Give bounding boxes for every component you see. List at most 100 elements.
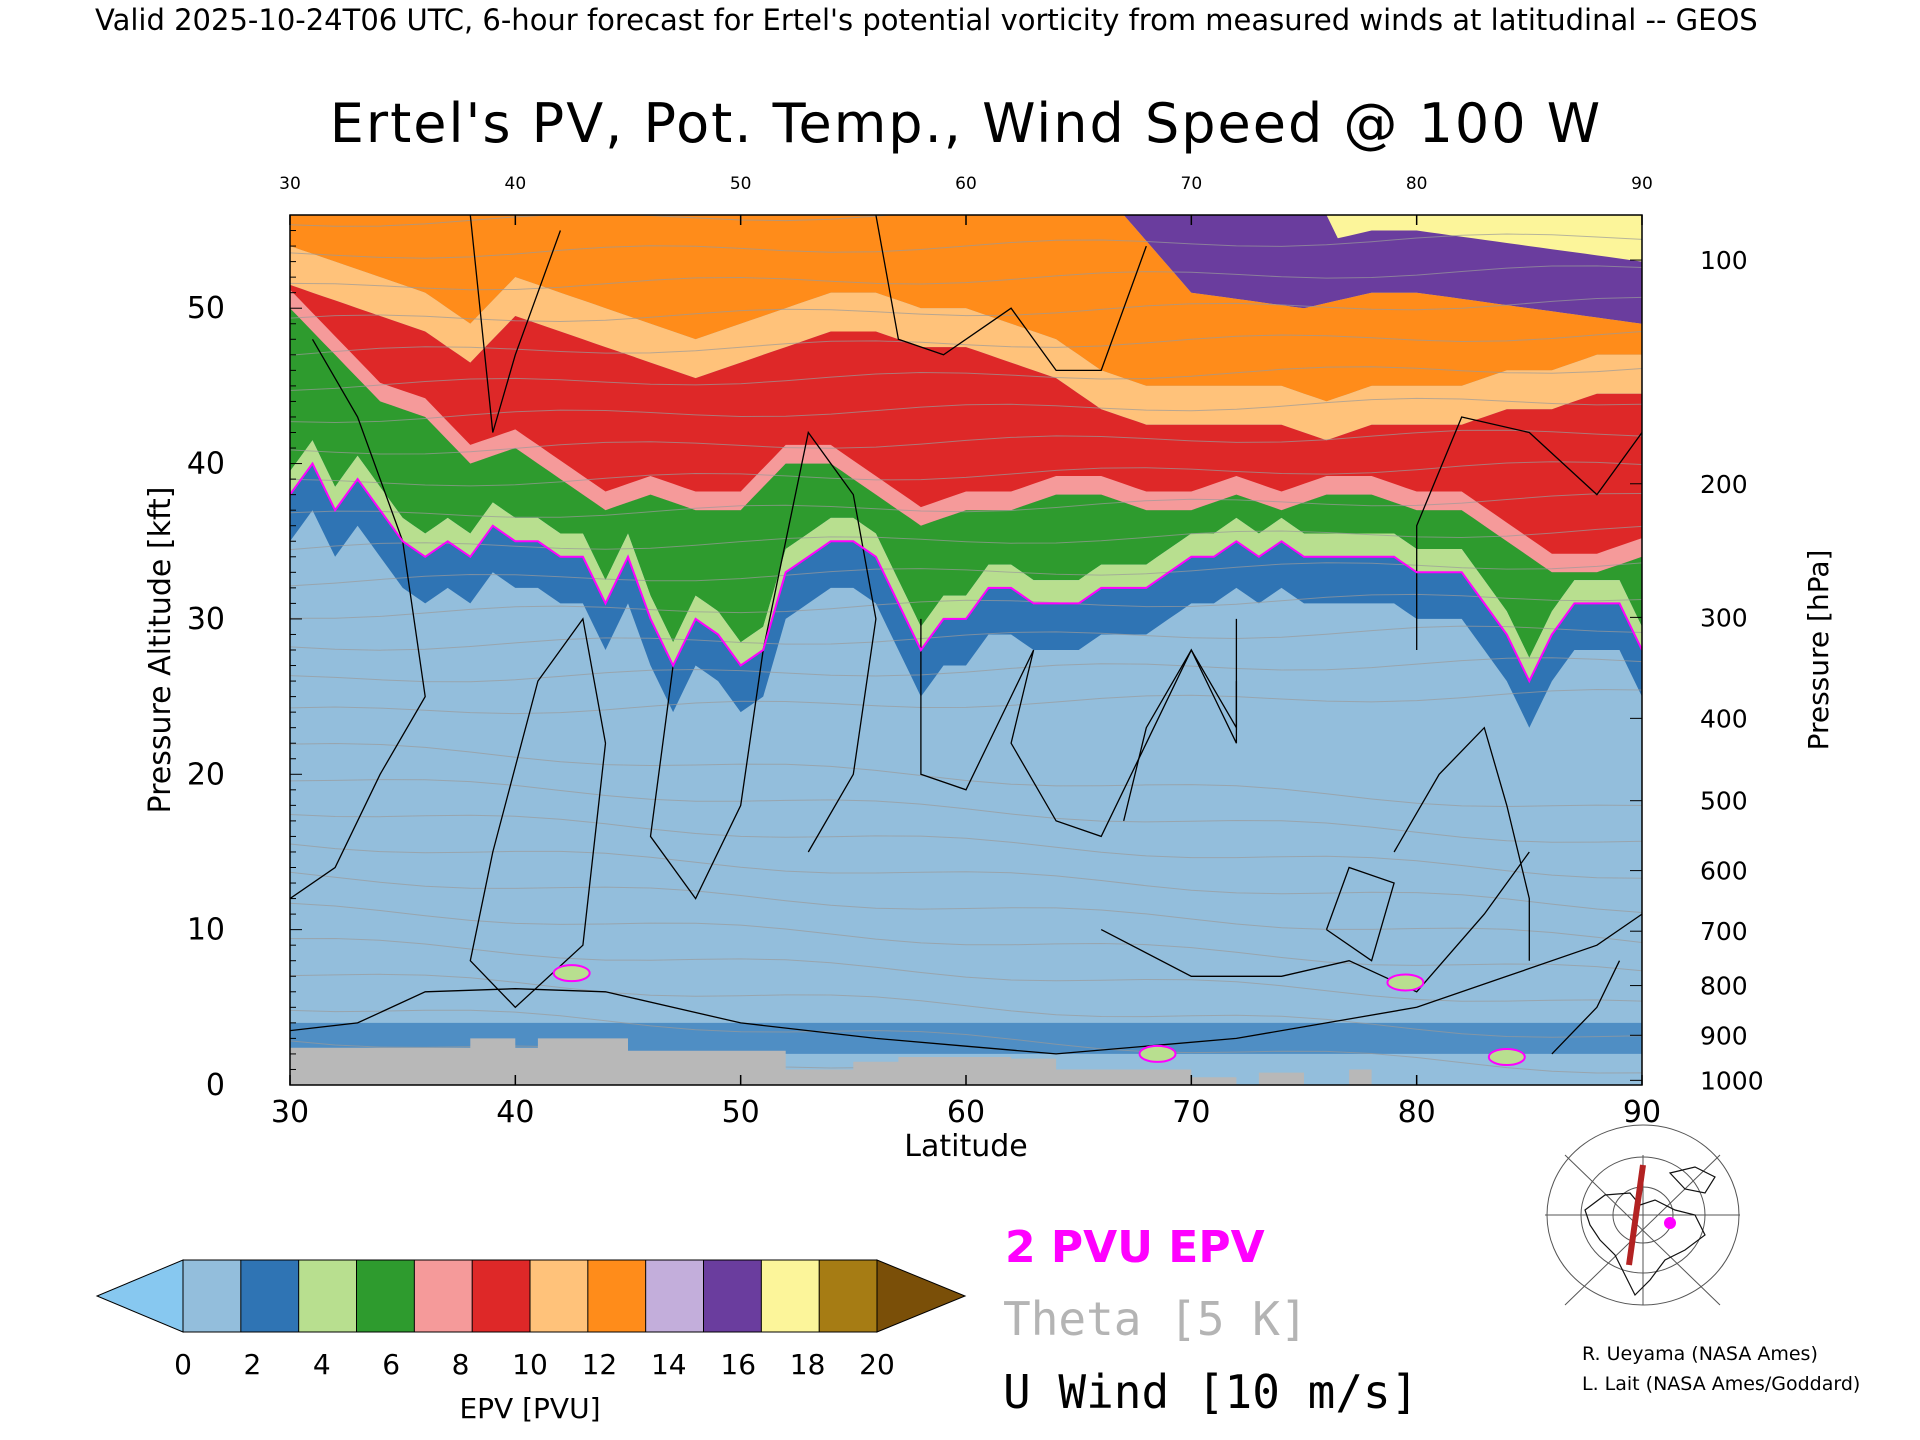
- theta-contour: [290, 843, 1642, 913]
- pvu-contour-blob: [1487, 1048, 1526, 1067]
- theta-contour: [290, 779, 1642, 843]
- x-tick-top-label: 40: [505, 174, 527, 194]
- colorbar-segment: [356, 1260, 415, 1332]
- colorbar-over-arrow: [876, 1259, 967, 1333]
- colorbar-tick-label: 0: [174, 1348, 192, 1381]
- x-tick-top-label: 70: [1181, 174, 1203, 194]
- wind-contour: [875, 215, 1147, 372]
- colorbar-segment: [645, 1260, 704, 1332]
- theta-contour: [290, 493, 1642, 518]
- theta-contour: [290, 742, 1642, 808]
- x-tick-label: 90: [1623, 1095, 1661, 1130]
- credit-line-2: L. Lait (NASA Ames/Goddard): [1582, 1373, 1860, 1395]
- colorbar-tick-label: 10: [512, 1348, 548, 1381]
- wind-contour: [469, 617, 607, 1009]
- pv-band-pink: [290, 289, 1642, 573]
- y-axis-right: 100 200 300 400 500 600 700 800 900 1000: [1630, 246, 1764, 1095]
- pv-band-light-orange: [290, 246, 1642, 441]
- wind-contour: [1325, 866, 1395, 962]
- colorbar-segment: [587, 1260, 647, 1332]
- x-tick-label: 30: [271, 1095, 309, 1130]
- credit-line-1: R. Ueyama (NASA Ames): [1582, 1343, 1818, 1365]
- theta-contour: [290, 296, 1642, 323]
- theta-contour: [290, 429, 1642, 455]
- colorbar-tick-label: 18: [790, 1348, 826, 1381]
- wind-contour: [469, 215, 562, 433]
- colorbar-tick-label: 4: [313, 1348, 331, 1381]
- x-tick-top-label: 90: [1631, 174, 1653, 194]
- colorbar-tick-label: 12: [582, 1348, 618, 1381]
- legend-2pvu: 2 PVU EPV: [1005, 1222, 1265, 1273]
- colorbar-segment: [183, 1260, 242, 1332]
- pressure-tick-label: 400: [1700, 704, 1748, 733]
- wind-contour: [649, 430, 877, 900]
- wind-contour: [1100, 851, 1530, 993]
- x-tick-top-label: 80: [1406, 174, 1428, 194]
- y-axis-left: 0 10 20 30 40 50: [187, 230, 302, 1103]
- theta-contour: [290, 814, 1642, 879]
- pvu-contour-blob: [1138, 1044, 1177, 1063]
- x-tick-label: 80: [1398, 1095, 1436, 1130]
- pressure-tick-label: 800: [1700, 972, 1748, 1001]
- theta-contour: [290, 902, 1642, 972]
- colorbar-segment: [819, 1260, 878, 1332]
- wind-contour: [290, 338, 426, 900]
- colorbar-label: EPV [PVU]: [459, 1392, 600, 1425]
- x-tick-label: 50: [722, 1095, 760, 1130]
- colorbar-tick-label: 14: [651, 1348, 687, 1381]
- pvu-contour-blob: [552, 964, 591, 983]
- y-tick-label: 0: [206, 1068, 225, 1103]
- colorbar-frame: [182, 1259, 878, 1333]
- pv-band-dark-blue: [290, 463, 1642, 728]
- colorbar-tick-label: 8: [452, 1348, 470, 1381]
- pressure-tick-label: 900: [1700, 1021, 1748, 1050]
- location-marker: [1664, 1217, 1676, 1229]
- x-tick-label: 40: [496, 1095, 534, 1130]
- pv-bands: [290, 215, 1642, 1054]
- x-axis-top: 30 40 50 60 70 80 90: [279, 174, 1653, 225]
- plot-area: [290, 215, 1642, 1085]
- pressure-tick-label: 600: [1700, 857, 1748, 886]
- y-tick-label: 30: [187, 602, 225, 637]
- x-tick-label: 70: [1172, 1095, 1210, 1130]
- colorbar-tick-label: 20: [859, 1348, 895, 1381]
- pv-band-yellow: [290, 215, 1642, 262]
- x-axis-bottom: 30 40 50 60 70 80 90: [271, 1075, 1661, 1130]
- wind-contour-low: [290, 913, 1642, 1055]
- colorbar-segment: [530, 1260, 589, 1332]
- theta-contour: [290, 233, 1642, 259]
- colorbar-segment: [761, 1260, 820, 1332]
- colorbar-tick-label: 16: [720, 1348, 756, 1381]
- y-tick-label: 20: [187, 757, 225, 792]
- pressure-tick-label: 300: [1700, 603, 1748, 632]
- valid-time-header: Valid 2025-10-24T06 UTC, 6-hour forecast…: [95, 3, 1758, 37]
- y-axis-right-label: Pressure [hPa]: [1802, 550, 1835, 751]
- wind-contour: [1551, 960, 1621, 1055]
- colorbar-segment: [472, 1260, 531, 1332]
- pvu-contour-blob: [1386, 973, 1425, 992]
- pv-band-purple: [290, 215, 1642, 324]
- wind-contour: [1123, 618, 1238, 822]
- theta-contour: [290, 688, 1642, 715]
- theta-contour: [290, 871, 1642, 943]
- colorbar-segment: [414, 1260, 473, 1332]
- x-tick-label: 60: [947, 1095, 985, 1130]
- y-tick-label: 40: [187, 447, 225, 482]
- ground-mask: [290, 1038, 1642, 1085]
- x-tick-top-label: 50: [730, 174, 752, 194]
- wind-contour: [1393, 726, 1530, 961]
- legend-u-wind: U Wind [10 m/s]: [1003, 1365, 1418, 1419]
- theta-contour: [290, 973, 1642, 1038]
- theta-contour: [290, 331, 1642, 356]
- pressure-tick-label: 200: [1700, 470, 1748, 499]
- cross-section-line: [1626, 1164, 1646, 1266]
- theta-contour: [290, 461, 1642, 487]
- colorbar-segment: [298, 1260, 357, 1332]
- pvu-contour-tropopause: [290, 461, 1642, 684]
- y-axis-left-label: Pressure Altitude [kft]: [143, 487, 178, 814]
- wind-contours: [290, 215, 1642, 1055]
- pressure-tick-label: 700: [1700, 917, 1748, 946]
- x-tick-top-label: 60: [955, 174, 977, 194]
- theta-contour: [290, 366, 1642, 391]
